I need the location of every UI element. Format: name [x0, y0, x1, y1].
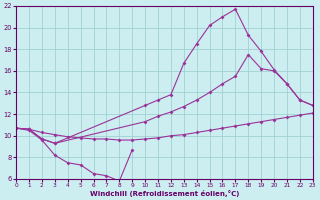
X-axis label: Windchill (Refroidissement éolien,°C): Windchill (Refroidissement éolien,°C) [90, 190, 239, 197]
